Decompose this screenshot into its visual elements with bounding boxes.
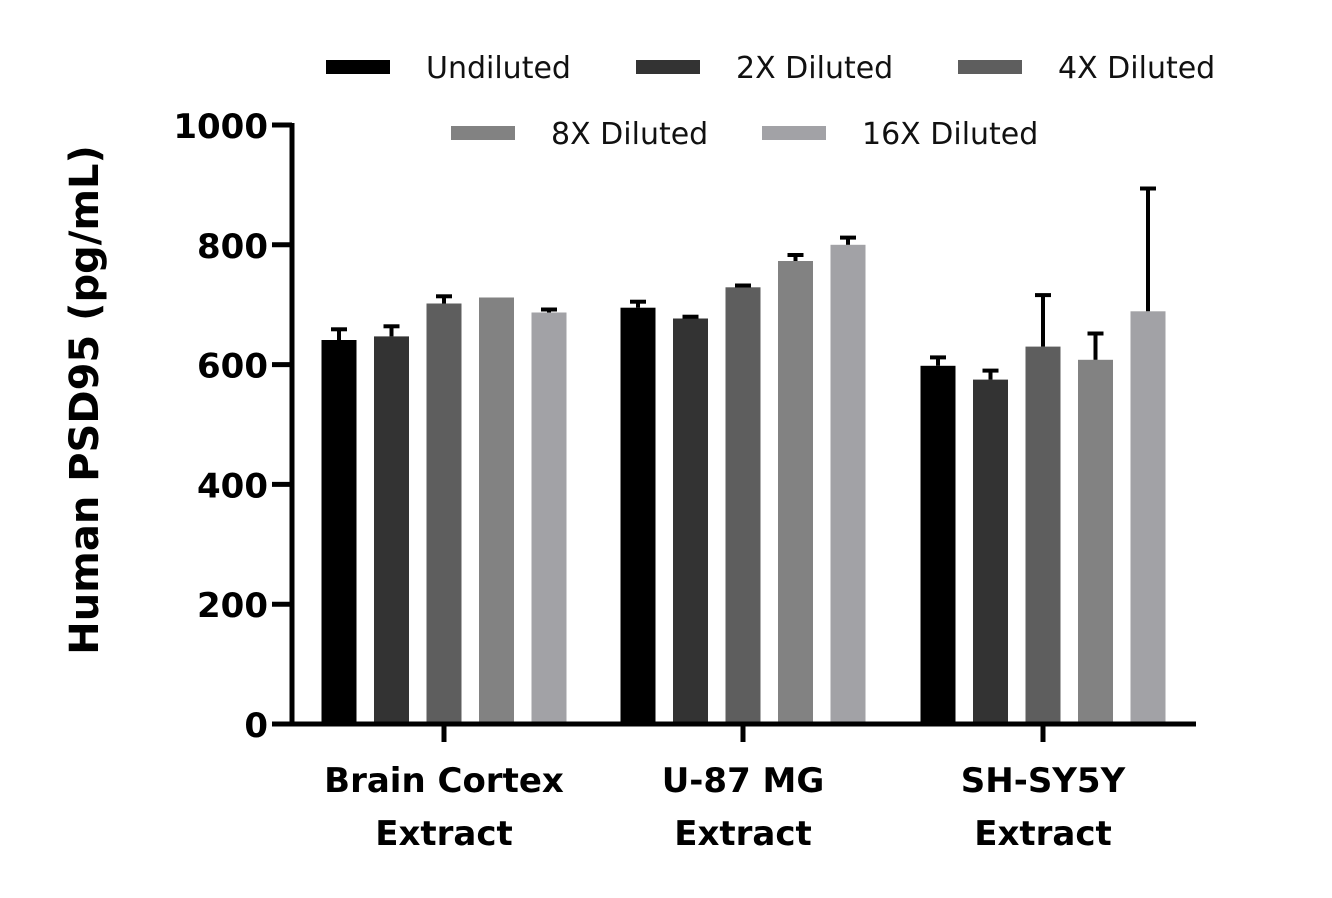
y-tick-label: 0 [244, 706, 268, 746]
bar [725, 287, 761, 724]
legend-swatch [762, 126, 826, 140]
bar [1025, 346, 1061, 724]
bar [830, 244, 866, 725]
error-bars-group [331, 186, 1156, 380]
legend: Undiluted 2X Diluted 4X Diluted 8X Diluted 1… [326, 51, 1215, 152]
bar [374, 336, 409, 724]
x-category-label-line: SH-SY5Y [961, 761, 1126, 801]
y-tick-label: 600 [197, 347, 268, 387]
bars-group [321, 244, 1166, 725]
bar [479, 297, 514, 724]
x-category-label: SH-SY5Y Extract [961, 761, 1126, 854]
x-category-label-line: Extract [375, 814, 513, 854]
legend-swatch [451, 126, 515, 140]
y-axis-title: Human PSD95 (pg/mL) [62, 145, 108, 655]
x-category-label: U-87 MG Extract [662, 761, 825, 854]
y-tick-label: 400 [197, 466, 268, 506]
x-category-label: Brain Cortex Extract [324, 761, 564, 854]
x-category-label-line: U-87 MG [662, 761, 825, 801]
y-tick-label: 1000 [173, 107, 268, 147]
legend-label: 8X Diluted [551, 117, 708, 152]
bar [1078, 359, 1113, 724]
legend-swatch [326, 60, 390, 74]
x-category-label-line: Brain Cortex [324, 761, 564, 801]
bar [778, 261, 813, 724]
bar [321, 340, 357, 724]
bar [1130, 311, 1166, 724]
bar [531, 312, 567, 724]
bar [920, 365, 956, 724]
legend-label: 2X Diluted [736, 51, 893, 86]
legend-label: 16X Diluted [862, 117, 1038, 152]
legend-swatch [958, 60, 1022, 74]
legend-label: Undiluted [426, 51, 571, 86]
legend-label: 4X Diluted [1058, 51, 1215, 86]
x-category-label-line: Extract [974, 814, 1112, 854]
x-category-label-line: Extract [674, 814, 812, 854]
y-tick-label: 800 [197, 227, 268, 267]
bar [620, 307, 656, 724]
bar [673, 318, 708, 724]
legend-swatch [636, 60, 700, 74]
bar [426, 303, 462, 724]
bar [973, 379, 1008, 724]
y-tick-label: 200 [197, 586, 268, 626]
